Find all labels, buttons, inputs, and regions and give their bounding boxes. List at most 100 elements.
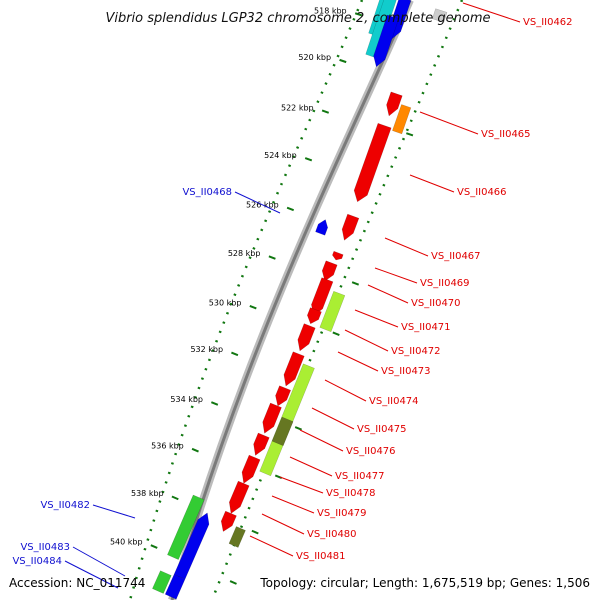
label-leader [344, 329, 389, 352]
kbp-tick [268, 255, 276, 260]
kbp-tick [321, 109, 330, 114]
label-leader [261, 513, 305, 535]
gene-feature-lightgreen [319, 290, 346, 333]
gene-features [152, 0, 448, 600]
label-leader [354, 309, 399, 328]
kbp-tick [210, 401, 219, 406]
gene-label: VS_II0476 [346, 446, 396, 457]
label-leader [462, 2, 521, 23]
gene-feature-red [275, 385, 292, 407]
label-leader [271, 495, 315, 514]
kbp-tick [354, 12, 363, 17]
label-leader-lines [64, 2, 521, 589]
gene-feature-red [262, 402, 282, 434]
gene-feature-red [220, 510, 237, 532]
genome-backbone [168, 0, 414, 600]
gene-label: VS_II0484 [12, 556, 62, 567]
gene-label: VS_II0482 [40, 500, 90, 511]
gene-feature-green [167, 494, 205, 560]
gene-feature-red [283, 351, 305, 387]
label-leader [409, 174, 455, 193]
gene-label: VS_II0462 [523, 17, 573, 28]
gene-label: VS_II0466 [457, 187, 507, 198]
label-leader [311, 407, 355, 430]
gene-feature-red [332, 250, 344, 261]
inner-dotted-ring [128, 0, 364, 600]
gene-label: VS_II0479 [317, 508, 367, 519]
gene-feature-green [152, 570, 172, 594]
gene-feature-blue [164, 574, 186, 600]
genome-summary-text: Topology: circular; Length: 1,675,519 bp… [259, 576, 590, 590]
kbp-tick-label: 540 kbp [110, 538, 143, 547]
label-leader [289, 456, 333, 477]
label-leader [234, 191, 281, 214]
gene-label: VS_II0467 [431, 251, 481, 262]
gene-label: VS_II0471 [401, 322, 451, 333]
gene-feature-red [253, 432, 270, 456]
kbp-tick-label: 528 kbp [228, 249, 261, 258]
label-leader [249, 535, 294, 557]
label-leader [64, 560, 119, 589]
gene-label: VS_II0470 [411, 298, 461, 309]
label-leader [367, 284, 409, 304]
kbp-tick [231, 351, 239, 357]
gene-feature-red [297, 323, 316, 352]
label-leader [374, 267, 418, 284]
gene-feature-blue [373, 14, 400, 68]
kbp-tick-label: 530 kbp [209, 299, 242, 308]
gene-label: VS_II0468 [182, 187, 232, 198]
kbp-tick [171, 495, 179, 501]
kbp-tick-label: 524 kbp [264, 151, 297, 160]
label-leader [419, 111, 479, 135]
kbp-tick [304, 157, 313, 162]
outer-dotted-ring [210, 0, 464, 600]
accession-text: Accession: NC_011744 [9, 576, 145, 590]
gene-label: VS_II0472 [391, 346, 441, 357]
map-title: Vibrio splendidus LGP32 chromosome 2, co… [105, 11, 490, 26]
gene-label: VS_II0483 [20, 542, 70, 553]
label-leader [337, 351, 379, 372]
kbp-tick [339, 58, 347, 64]
gene-feature-orange [392, 104, 412, 135]
kbp-tick-label: 532 kbp [190, 345, 223, 354]
gene-label: VS_II0469 [420, 278, 470, 289]
outer-tick [251, 529, 259, 535]
gene-feature-red [353, 122, 392, 203]
outer-tick [294, 426, 303, 431]
label-leader [324, 379, 367, 402]
kbp-tick-label: 522 kbp [281, 103, 314, 112]
gene-label: VS_II0477 [335, 471, 385, 482]
outer-tick [405, 132, 414, 137]
label-leader [72, 546, 126, 577]
genome-backbone-line [170, 0, 412, 600]
gene-feature-red [241, 454, 261, 484]
gene-feature-olive [228, 526, 246, 548]
gene-feature-blue [173, 512, 210, 580]
label-leader [279, 476, 324, 494]
kbp-tick [191, 447, 199, 453]
gene-label: VS_II0465 [481, 129, 531, 140]
kbp-tick [150, 544, 158, 549]
gene-feature-olive [271, 416, 294, 447]
kbp-tick-label: 520 kbp [298, 53, 331, 62]
label-leader [384, 237, 429, 257]
gene-feature-red [229, 480, 250, 514]
outer-tick [332, 331, 340, 336]
gene-feature-red [386, 91, 403, 117]
gene-label: VS_II0474 [369, 396, 419, 407]
gene-feature-grey [432, 8, 448, 23]
gene-label: VS_II0478 [326, 488, 376, 499]
outer-tick [229, 580, 237, 585]
gene-feature-red [321, 260, 338, 282]
gene-feature-red [341, 213, 360, 241]
kbp-tick-label: 518 kbp [314, 6, 347, 15]
kbp-tick-label: 536 kbp [151, 441, 184, 450]
gene-feature-blue [315, 219, 328, 236]
kbp-tick [249, 305, 257, 310]
outer-tick [351, 281, 360, 286]
kbp-tick [286, 206, 295, 212]
kbp-tick-label: 534 kbp [170, 395, 203, 404]
gene-label: VS_II0481 [296, 551, 346, 562]
